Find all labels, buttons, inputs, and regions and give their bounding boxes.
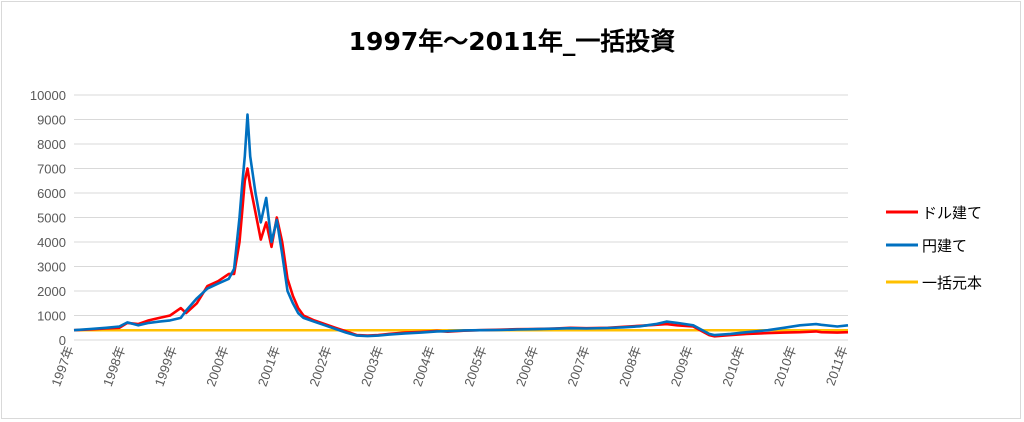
y-tick-label: 2000 bbox=[37, 284, 66, 299]
x-tick-label: 2004年 bbox=[410, 344, 438, 389]
x-tick-label: 2003年 bbox=[358, 344, 386, 389]
legend-label: 一括元本 bbox=[922, 274, 982, 292]
y-tick-label: 9000 bbox=[37, 113, 66, 128]
x-tick-label: 2001年 bbox=[255, 344, 283, 389]
x-tick-label: 1999年 bbox=[152, 344, 180, 389]
x-tick-label: 2007年 bbox=[564, 344, 592, 389]
x-tick-label: 2011年 bbox=[823, 344, 851, 388]
series-line-0 bbox=[73, 167, 849, 338]
y-tick-label: 0 bbox=[59, 333, 66, 348]
y-tick-label: 8000 bbox=[37, 137, 66, 152]
x-tick-label: 1998年 bbox=[100, 344, 128, 389]
x-tick-label: 2002年 bbox=[306, 344, 334, 389]
y-tick-label: 1000 bbox=[37, 309, 66, 324]
x-tick-label: 2010年 bbox=[771, 344, 799, 389]
y-tick-label: 5000 bbox=[37, 211, 66, 226]
series-line-1 bbox=[73, 113, 849, 338]
legend-label: ドル建て bbox=[922, 204, 982, 222]
chart-title: 1997年～2011年_一括投資 bbox=[348, 27, 676, 56]
gridlines bbox=[74, 94, 848, 341]
x-axis-ticks: 1997年 1998年 1999年 2000年 2001年 2002年 2003年 2004年… bbox=[48, 344, 850, 389]
x-tick-label: 2008年 bbox=[616, 344, 644, 389]
y-tick-label: 3000 bbox=[37, 260, 66, 275]
x-tick-label: 1997年 bbox=[48, 344, 76, 389]
y-tick-label: 10000 bbox=[30, 88, 66, 103]
legend-label: 円建て bbox=[922, 237, 967, 255]
y-axis-ticks: 0 1000 2000 3000 4000 5000 6000 7000 8000 9000 100… bbox=[30, 88, 66, 348]
x-tick-label: 2009年 bbox=[668, 344, 696, 389]
x-tick-label: 2005年 bbox=[461, 344, 489, 389]
x-tick-label: 2000年 bbox=[203, 344, 231, 389]
y-tick-label: 7000 bbox=[37, 162, 66, 177]
y-tick-label: 6000 bbox=[37, 186, 66, 201]
x-tick-label: 2006年 bbox=[513, 344, 541, 389]
x-tick-label: 2010年 bbox=[719, 344, 747, 389]
series-lines bbox=[73, 113, 849, 338]
y-tick-label: 4000 bbox=[37, 235, 66, 250]
